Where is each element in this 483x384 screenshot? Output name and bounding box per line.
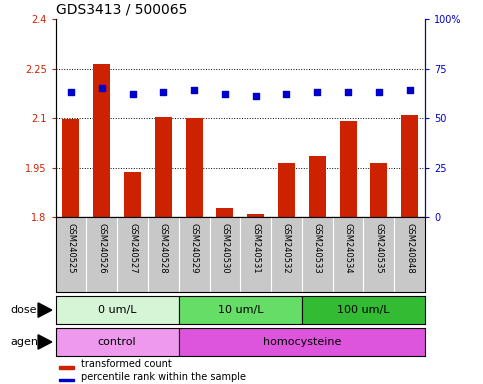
Text: GSM240534: GSM240534 bbox=[343, 223, 353, 273]
Point bbox=[252, 93, 259, 99]
Bar bbox=[56, 328, 179, 356]
Text: GSM240525: GSM240525 bbox=[67, 223, 75, 273]
Text: GSM240528: GSM240528 bbox=[159, 223, 168, 273]
Bar bbox=[216, 209, 233, 217]
Bar bbox=[185, 118, 202, 217]
Text: GSM240530: GSM240530 bbox=[220, 223, 229, 273]
Point bbox=[221, 91, 229, 98]
Bar bbox=[124, 172, 141, 217]
Bar bbox=[59, 379, 74, 381]
Text: transformed count: transformed count bbox=[82, 359, 172, 369]
Bar bbox=[401, 116, 418, 217]
Point bbox=[190, 87, 198, 93]
Text: dose: dose bbox=[11, 305, 37, 315]
Text: 0 um/L: 0 um/L bbox=[98, 305, 136, 315]
Text: homocysteine: homocysteine bbox=[263, 337, 341, 347]
Text: GSM240526: GSM240526 bbox=[97, 223, 106, 273]
Point bbox=[98, 85, 106, 91]
Point bbox=[313, 89, 321, 96]
Bar bbox=[59, 366, 74, 369]
Point bbox=[128, 91, 136, 98]
Point bbox=[67, 89, 75, 96]
Text: GSM240533: GSM240533 bbox=[313, 223, 322, 274]
Text: agent: agent bbox=[11, 337, 43, 347]
Bar bbox=[56, 296, 179, 324]
Bar bbox=[340, 121, 356, 217]
Text: GSM240527: GSM240527 bbox=[128, 223, 137, 273]
Text: GSM240532: GSM240532 bbox=[282, 223, 291, 273]
Bar bbox=[179, 296, 302, 324]
Bar bbox=[93, 64, 110, 217]
Text: GSM240535: GSM240535 bbox=[374, 223, 384, 273]
Polygon shape bbox=[38, 335, 52, 349]
Bar bbox=[302, 296, 425, 324]
Text: control: control bbox=[98, 337, 136, 347]
Bar bbox=[179, 328, 425, 356]
Point bbox=[344, 89, 352, 96]
Text: percentile rank within the sample: percentile rank within the sample bbox=[82, 372, 246, 382]
Bar bbox=[309, 156, 326, 217]
Polygon shape bbox=[38, 303, 52, 317]
Point bbox=[406, 87, 413, 93]
Bar bbox=[278, 163, 295, 217]
Bar bbox=[370, 163, 387, 217]
Point bbox=[159, 89, 167, 96]
Point bbox=[283, 91, 290, 98]
Text: GSM240529: GSM240529 bbox=[190, 223, 199, 273]
Text: 100 um/L: 100 um/L bbox=[337, 305, 390, 315]
Bar bbox=[62, 119, 79, 217]
Bar bbox=[155, 117, 172, 217]
Text: GDS3413 / 500065: GDS3413 / 500065 bbox=[56, 3, 187, 17]
Bar bbox=[247, 214, 264, 217]
Text: GSM240848: GSM240848 bbox=[405, 223, 414, 274]
Text: GSM240531: GSM240531 bbox=[251, 223, 260, 273]
Point bbox=[375, 89, 383, 96]
Text: 10 um/L: 10 um/L bbox=[217, 305, 263, 315]
